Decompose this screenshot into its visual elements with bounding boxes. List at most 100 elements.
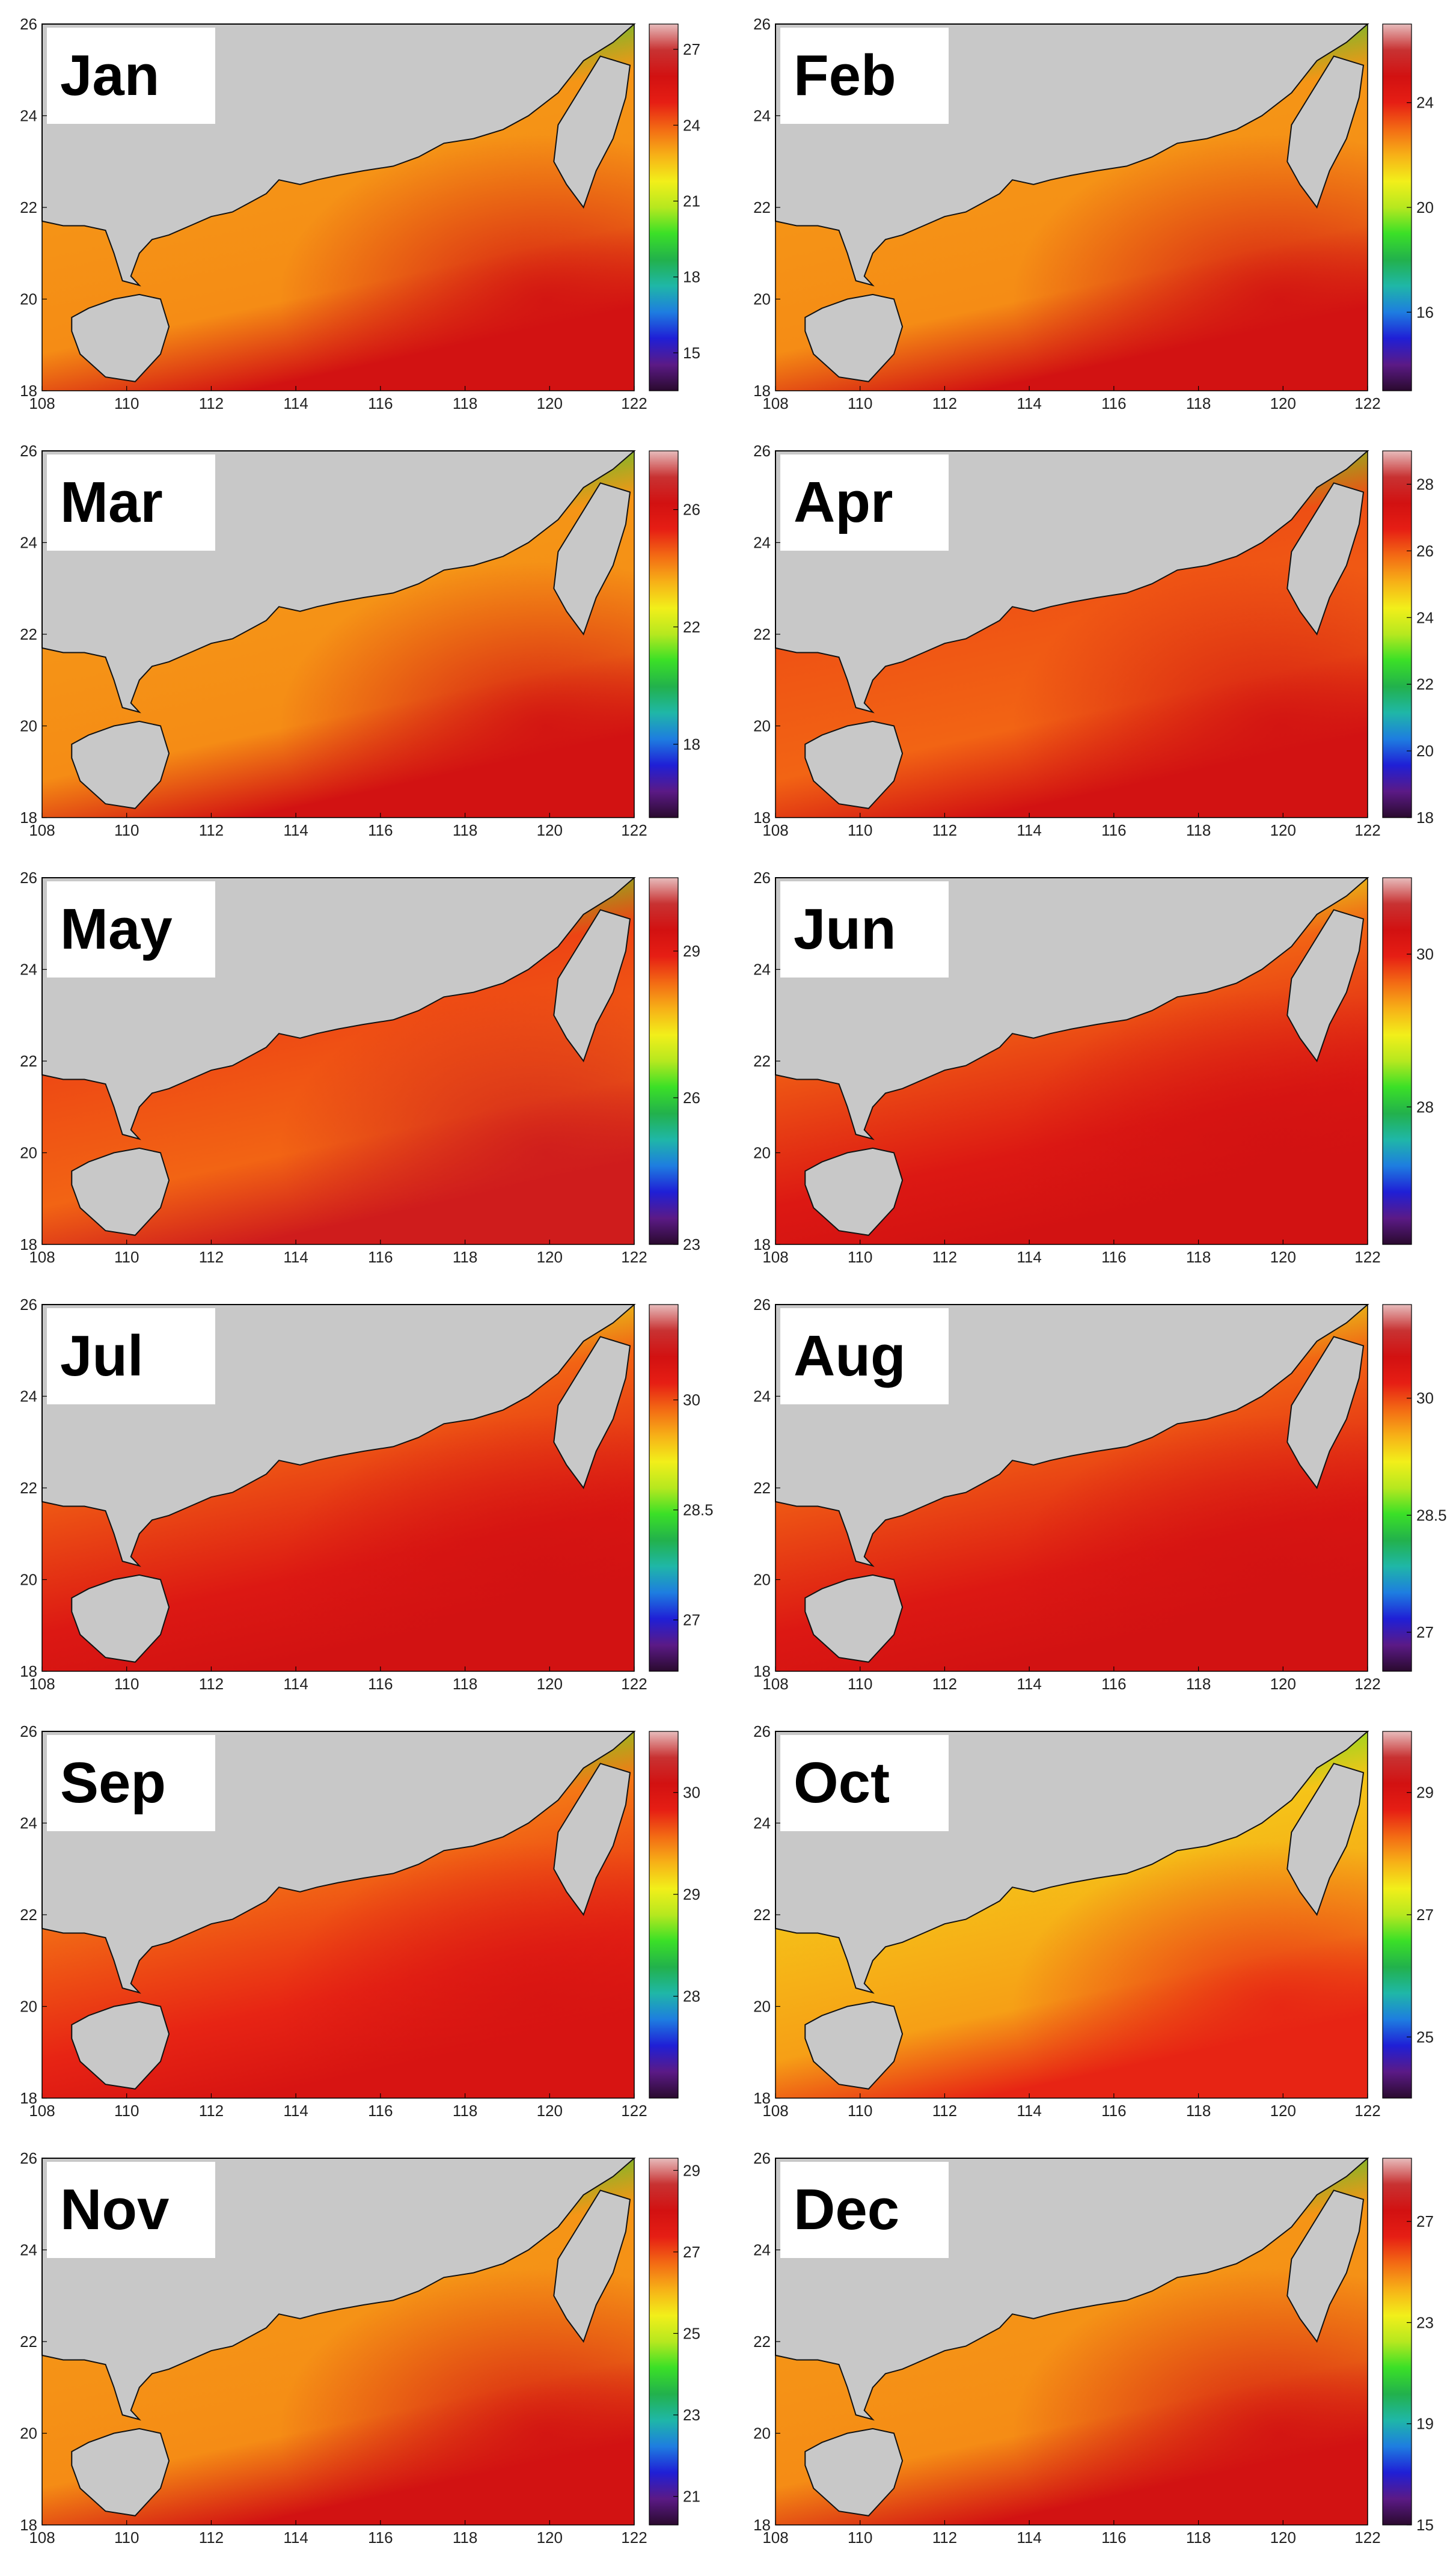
x-tick-label: 120 (537, 1248, 563, 1266)
colorbar-tick-label: 16 (1416, 303, 1434, 321)
y-tick-label: 22 (753, 2333, 771, 2351)
colorbar-tick-label: 22 (683, 618, 700, 636)
month-label: Oct (794, 1751, 890, 1815)
x-tick-label: 118 (453, 821, 477, 839)
y-tick-label: 22 (753, 1479, 771, 1497)
x-tick-label: 116 (368, 2529, 393, 2547)
colorbar (649, 450, 679, 818)
x-tick-label: 116 (368, 394, 393, 412)
y-tick-label: 26 (753, 869, 771, 887)
month-label: Feb (794, 43, 896, 108)
x-tick-label: 118 (1186, 2102, 1211, 2120)
x-tick-label: 116 (1101, 1248, 1126, 1266)
taiwan-island (1286, 1763, 1365, 1917)
colorbar-tick-label: 18 (1416, 809, 1434, 827)
y-tick-label: 22 (20, 1052, 37, 1070)
x-tick-label: 122 (621, 2529, 647, 2547)
panel-aug: Aug 108 110 112 114 116 118 120 122 18 20 22 24 26 30 2… (753, 1296, 1447, 1693)
colorbar-tick-label: 27 (1416, 2212, 1434, 2230)
taiwan-island (553, 1763, 631, 1917)
month-label-box (47, 1308, 215, 1404)
colorbar-tick-label: 24 (683, 116, 700, 134)
month-label: Jun (794, 897, 896, 961)
y-tick-label: 18 (20, 1235, 37, 1253)
colorbar-tick-label: 30 (1416, 945, 1434, 963)
x-tick-label: 110 (848, 821, 872, 839)
panel-sep: Sep 108 110 112 114 116 118 120 122 18 20 22 24 26 30 2… (20, 1722, 700, 2120)
month-label-box (780, 1308, 949, 1404)
colorbar-tick-label: 28 (1416, 1098, 1434, 1116)
hainan-island (71, 293, 170, 382)
y-tick-label: 22 (20, 1479, 37, 1497)
y-tick-label: 24 (20, 107, 37, 125)
x-tick-label: 114 (283, 2102, 308, 2120)
month-label-box (780, 454, 949, 551)
month-label: May (60, 897, 173, 961)
x-tick-label: 120 (537, 821, 563, 839)
panel-feb: Feb 108 110 112 114 116 118 120 122 18 20 22 24 26 24 2… (753, 15, 1434, 412)
y-tick-label: 18 (20, 382, 37, 400)
hainan-island (71, 720, 170, 809)
taiwan-island (553, 55, 631, 209)
colorbar (649, 1304, 679, 1672)
y-tick-label: 20 (20, 290, 37, 308)
x-tick-label: 108 (29, 2102, 55, 2120)
x-tick-label: 112 (199, 1248, 224, 1266)
month-label-box (47, 2162, 215, 2258)
colorbar (1382, 450, 1412, 818)
hainan-island (71, 2001, 170, 2090)
y-tick-label: 20 (753, 1571, 771, 1589)
y-tick-label: 24 (20, 1388, 37, 1406)
colorbar-tick-label: 26 (683, 501, 700, 519)
x-tick-label: 116 (1101, 394, 1126, 412)
colorbar-tick-label: 27 (683, 40, 700, 58)
x-tick-label: 108 (29, 394, 55, 412)
month-label: Mar (60, 470, 163, 534)
y-tick-label: 18 (753, 809, 771, 827)
x-tick-label: 122 (1354, 394, 1380, 412)
x-tick-label: 108 (29, 2529, 55, 2547)
x-tick-label: 110 (848, 1248, 872, 1266)
hainan-island (804, 1147, 904, 1236)
colorbar-tick-label: 30 (683, 1784, 700, 1802)
colorbar-tick-label: 28 (1416, 475, 1434, 493)
x-tick-label: 114 (1017, 1675, 1041, 1693)
x-tick-label: 114 (283, 394, 308, 412)
colorbar-tick-label: 22 (1416, 675, 1434, 693)
hainan-island (804, 293, 904, 382)
colorbar-tick-label: 23 (683, 1235, 700, 1253)
y-tick-label: 26 (753, 1296, 771, 1314)
x-tick-label: 110 (848, 2102, 872, 2120)
x-tick-label: 108 (762, 2102, 788, 2120)
taiwan-island (553, 909, 631, 1063)
y-tick-label: 18 (20, 1662, 37, 1680)
y-tick-label: 18 (20, 2089, 37, 2107)
x-tick-label: 112 (199, 821, 224, 839)
month-label: Apr (794, 470, 893, 534)
colorbar-tick-label: 23 (1416, 2313, 1434, 2331)
x-tick-label: 122 (1354, 1675, 1380, 1693)
month-label-box (780, 2162, 949, 2258)
month-label-box (780, 28, 949, 124)
x-tick-label: 120 (537, 1675, 563, 1693)
y-tick-label: 24 (20, 2241, 37, 2259)
x-tick-label: 116 (368, 821, 393, 839)
colorbar (649, 877, 679, 1245)
panel-oct: Oct 108 110 112 114 116 118 120 122 18 20 22 24 26 29 2… (753, 1722, 1434, 2120)
month-label-box (47, 1735, 215, 1831)
colorbar-tick-label: 15 (1416, 2516, 1434, 2534)
x-tick-label: 110 (114, 2529, 139, 2547)
month-label: Dec (794, 2177, 899, 2242)
y-tick-label: 18 (753, 1235, 771, 1253)
x-tick-label: 118 (1186, 1675, 1211, 1693)
y-tick-label: 18 (20, 2516, 37, 2534)
x-tick-label: 118 (1186, 2529, 1211, 2547)
x-tick-label: 122 (1354, 2529, 1380, 2547)
taiwan-island (1286, 1336, 1365, 1490)
colorbar-tick-label: 29 (683, 942, 700, 960)
x-tick-label: 120 (1270, 2102, 1296, 2120)
month-label-box (47, 881, 215, 978)
x-tick-label: 122 (621, 394, 647, 412)
y-tick-label: 26 (753, 1722, 771, 1740)
